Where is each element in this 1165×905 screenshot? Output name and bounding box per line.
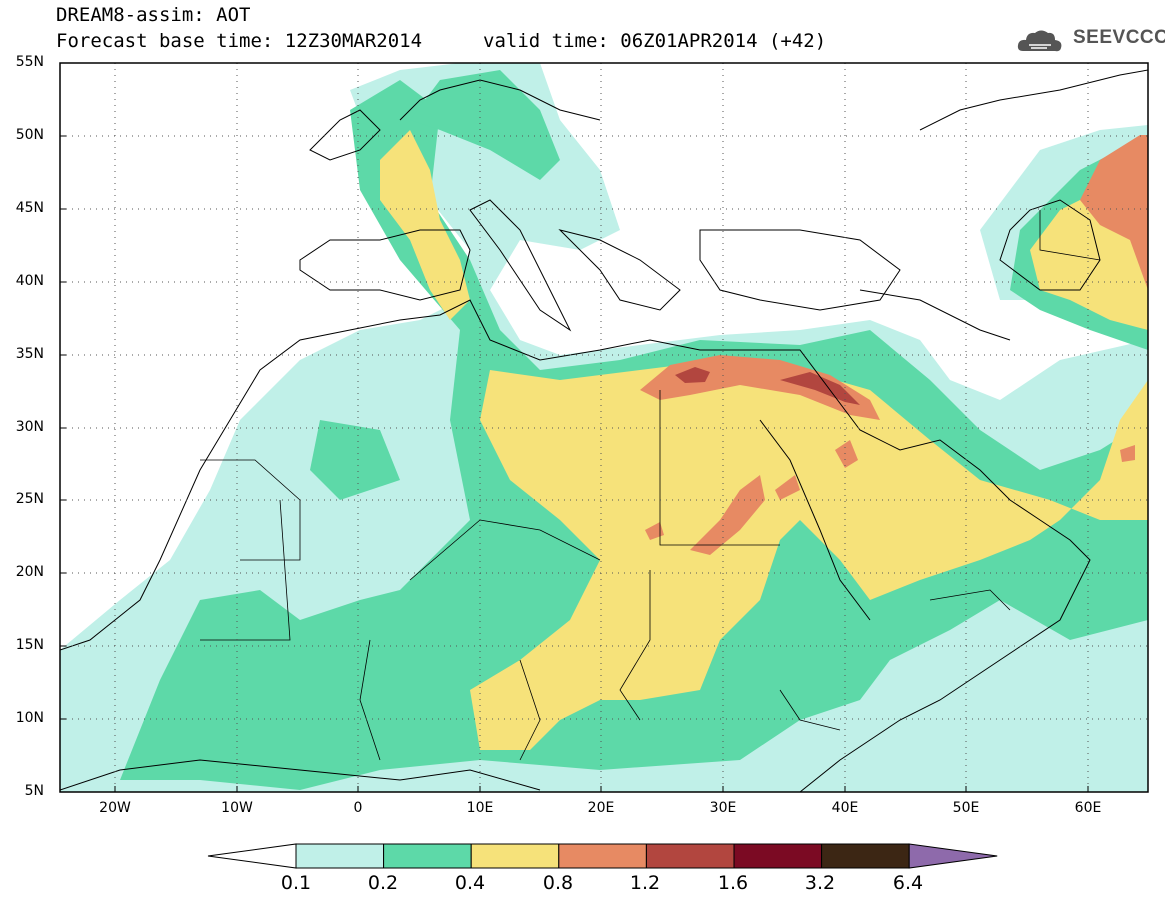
lat-tick-label: 35N	[15, 346, 44, 362]
colorbar-label: 0.2	[367, 872, 399, 894]
colorbar-label: 0.8	[542, 872, 574, 894]
graticule	[60, 63, 1148, 792]
colorbar-under-triangle	[207, 843, 297, 869]
lat-tick-label: 15N	[15, 637, 44, 653]
lat-tick-label: 50N	[15, 127, 44, 143]
lat-tick-label: 55N	[15, 54, 44, 70]
lat-tick-label: 30N	[15, 419, 44, 435]
cloud-icon	[1017, 30, 1062, 52]
lon-tick-label: 30E	[709, 800, 737, 816]
logo-text: SEEVCCC	[1073, 27, 1165, 48]
colorbar-label: 0.1	[280, 872, 312, 894]
forecast-base-time: Forecast base time: 12Z30MAR2014	[56, 30, 423, 52]
lon-tick-label: 50E	[952, 800, 980, 816]
lat-tick-label: 40N	[15, 273, 44, 289]
lon-tick-label: 20W	[99, 800, 131, 816]
coastlines	[60, 69, 1148, 792]
lon-tick-label: 0	[353, 800, 363, 816]
axis-ticks	[60, 135, 1089, 793]
colorbar-label: 3.2	[804, 872, 836, 894]
colorbar-box	[558, 843, 647, 869]
colorbar-box	[645, 843, 735, 869]
colorbar-box	[383, 843, 472, 869]
colorbar-box	[295, 843, 385, 869]
lon-tick-label: 20E	[587, 800, 615, 816]
lat-tick-label: 25N	[15, 491, 44, 507]
colorbar-box	[733, 843, 823, 869]
aot-level-1.2	[675, 367, 860, 405]
lon-tick-label: 40E	[831, 800, 859, 816]
lat-tick-label: 10N	[15, 710, 44, 726]
colorbar-label: 1.6	[717, 872, 749, 894]
lon-tick-label: 10E	[466, 800, 494, 816]
colorbar-label: 1.2	[629, 872, 661, 894]
lat-tick-label: 45N	[15, 200, 44, 216]
lon-tick-label: 10W	[221, 800, 253, 816]
map-title: DREAM8-assim: AOT	[56, 4, 251, 26]
lat-tick-label: 5N	[24, 783, 44, 799]
colorbar-over-triangle	[908, 843, 998, 869]
colorbar-label: 6.4	[892, 872, 924, 894]
lon-tick-label: 60E	[1074, 800, 1102, 816]
valid-time: valid time: 06Z01APR2014 (+42)	[483, 30, 827, 52]
colorbar-box	[470, 843, 560, 869]
lat-tick-label: 20N	[15, 564, 44, 580]
colorbar-label: 0.4	[454, 872, 486, 894]
colorbar-box	[821, 843, 910, 869]
